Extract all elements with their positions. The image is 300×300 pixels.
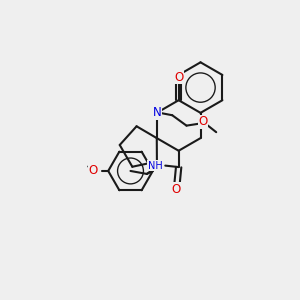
Text: O: O <box>174 71 183 84</box>
Text: NH: NH <box>148 160 162 171</box>
Text: O: O <box>199 115 208 128</box>
Text: O: O <box>89 164 98 178</box>
Text: N: N <box>152 106 161 119</box>
Text: O: O <box>171 183 180 196</box>
